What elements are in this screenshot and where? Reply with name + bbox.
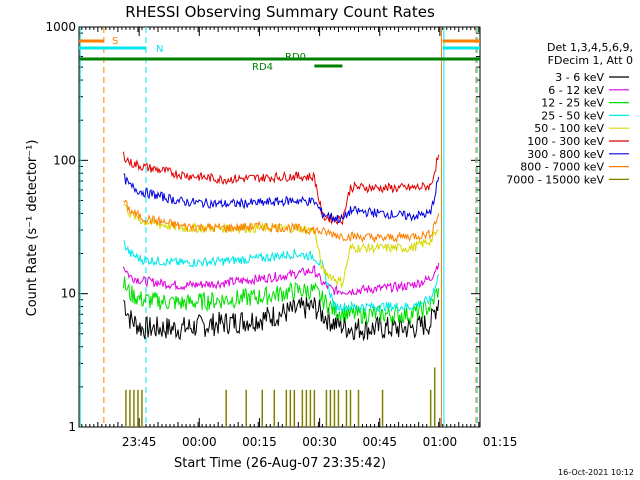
legend-entry-label: 100 - 300 keV (527, 135, 604, 148)
x-tick-label: 00:00 (182, 435, 217, 449)
legend-entry-label: 12 - 25 keV (541, 97, 604, 110)
legend-header: FDecim 1, Att 0 (548, 54, 633, 67)
render-timestamp: 16-Oct-2021 10:12 (558, 468, 634, 477)
series-line (123, 296, 440, 342)
series-line (123, 276, 440, 325)
series-line (123, 262, 440, 297)
legend-entry-label: 300 - 800 keV (527, 148, 604, 161)
series-line (123, 173, 440, 224)
series-line (123, 203, 439, 289)
x-tick-label: 00:45 (362, 435, 397, 449)
legend-entry-label: 800 - 7000 keV (520, 161, 604, 174)
legend-entry-label: 6 - 12 keV (548, 84, 604, 97)
series-line (123, 199, 440, 244)
plot-area: 1 10 100 1000 23:45 00:00 00:15 00:30 00:45 01:00… (45, 20, 517, 449)
x-tick-label: 23:45 (122, 435, 157, 449)
y-tick-label: 1 (68, 420, 76, 434)
flag-label: RD4 (252, 62, 273, 73)
flag-label: RD0 (285, 52, 306, 63)
y-axis-label: Count Rate (s⁻¹ detector⁻¹) (25, 140, 40, 317)
flag-label: N (156, 44, 163, 55)
plot-frame (78, 26, 481, 428)
y-tick-label: 1000 (45, 20, 76, 34)
series-line (123, 151, 440, 226)
y-tick-label: 10 (61, 287, 76, 301)
x-tick-label: 00:30 (302, 435, 337, 449)
chart-title: RHESSI Observing Summary Count Rates (125, 3, 435, 21)
series-line (123, 240, 440, 313)
legend-entry-label: 7000 - 15000 keV (506, 173, 604, 186)
legend-header: Det 1,3,4,5,6,9, (547, 41, 633, 54)
x-tick-label: 01:00 (423, 435, 458, 449)
x-tick-label: 01:15 (483, 435, 518, 449)
x-tick-label: 00:15 (242, 435, 277, 449)
y-tick-label: 100 (53, 153, 76, 167)
legend-entry-label: 50 - 100 keV (534, 122, 604, 135)
x-axis-label: Start Time (26-Aug-07 23:35:42) (174, 456, 386, 471)
legend-entry-label: 3 - 6 keV (555, 71, 604, 84)
legend-entry-label: 25 - 50 keV (541, 109, 604, 122)
flag-label: S (112, 36, 118, 47)
legend: Det 1,3,4,5,6,9,FDecim 1, Att 0 3 - 6 keV… (506, 41, 633, 186)
